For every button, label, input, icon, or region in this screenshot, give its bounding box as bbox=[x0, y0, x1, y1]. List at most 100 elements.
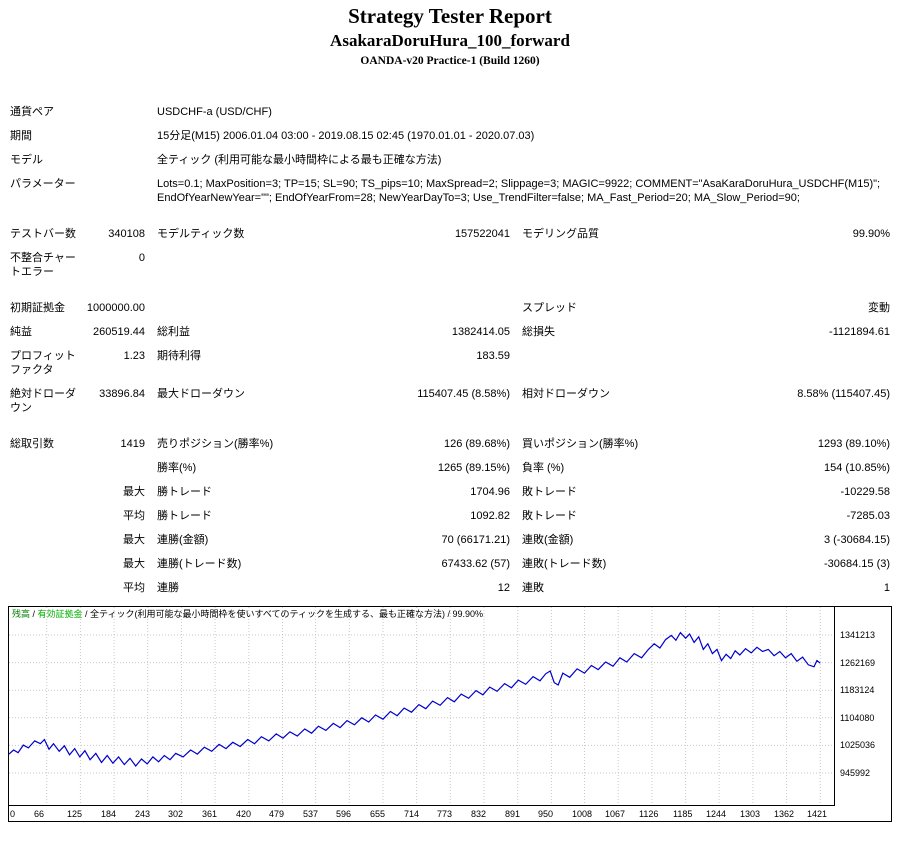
report-label: スプレッド bbox=[522, 302, 577, 314]
report-row: 純益 260519.44 総利益 1382414.05 総損失 -1121894.61 bbox=[8, 320, 892, 344]
report-value: USDCHF-a (USD/CHF) bbox=[157, 106, 272, 118]
report-label bbox=[512, 344, 712, 382]
report-value bbox=[347, 296, 512, 320]
x-axis-label: 66 bbox=[34, 809, 45, 819]
x-axis-label: 537 bbox=[303, 809, 319, 819]
report-label bbox=[8, 456, 80, 480]
x-axis-label: 1126 bbox=[639, 809, 659, 819]
x-axis-label: 773 bbox=[437, 809, 453, 819]
x-axis-label: 420 bbox=[236, 809, 252, 819]
report-row: 不整合チャートエラー 0 bbox=[8, 246, 892, 284]
spacer-cell bbox=[8, 210, 892, 222]
report-row: テストバー数 340108 モデルティック数 157522041 モデリング品質 99.9… bbox=[8, 222, 892, 246]
spacer-row bbox=[8, 210, 892, 222]
report-label: 期待利得 bbox=[157, 350, 201, 362]
report-value: 8.58% (115407.45) bbox=[797, 388, 891, 400]
report-value: 1000000.00 bbox=[86, 302, 145, 314]
report-value: 340108 bbox=[108, 228, 145, 240]
page-subtitle: AsakaraDoruHura_100_forward bbox=[330, 31, 570, 50]
x-axis-label: 1303 bbox=[740, 809, 761, 819]
report-label: 初期証拠金 bbox=[10, 302, 65, 314]
report-value: 1.23 bbox=[123, 350, 145, 362]
report-cell-empty bbox=[80, 100, 147, 124]
x-axis-label: 1185 bbox=[673, 809, 693, 819]
report-value: 183.59 bbox=[476, 350, 510, 362]
report-row: 絶対ドローダウン 33896.84 最大ドローダウン 115407.45 (8.58%… bbox=[8, 382, 892, 420]
report-label: 買いポジション(勝率%) bbox=[522, 438, 639, 450]
x-axis-label: 714 bbox=[404, 809, 420, 819]
report-value: -1121894.61 bbox=[829, 326, 891, 338]
report-row: 初期証拠金 1000000.00 スプレッド 変動 bbox=[8, 296, 892, 320]
x-axis-label: 302 bbox=[168, 809, 184, 819]
report-label: 連勝 bbox=[157, 582, 179, 594]
report-value: 154 (10.85%) bbox=[823, 462, 891, 474]
report-label: 敗トレード bbox=[522, 486, 577, 498]
x-axis-label: 184 bbox=[101, 809, 117, 819]
report-value: 最大 bbox=[123, 534, 145, 546]
report-table: 通貨ペア USDCHF-a (USD/CHF) 期間 15分足(M15) 2006.0… bbox=[8, 100, 892, 600]
x-axis-label: 832 bbox=[471, 809, 487, 819]
report-row: 最大 連勝(金額) 70 (66171.21) 連敗(金額) 3 (-30684.15) bbox=[8, 528, 892, 552]
report-value: 1704.96 bbox=[470, 486, 510, 498]
report-value: 157522041 bbox=[454, 228, 510, 240]
report-label bbox=[8, 552, 80, 576]
legend-model-note: / 全ティック(利用可能な最小時間枠を使いすべてのティックを生成する、最も正確な… bbox=[82, 609, 484, 619]
x-axis-label: 361 bbox=[202, 809, 218, 819]
report-value: 1 bbox=[883, 582, 891, 594]
report-value: 平均 bbox=[123, 510, 145, 522]
report-row: モデル 全ティック (利用可能な最小時間枠による最も正確な方法) bbox=[8, 148, 892, 172]
x-axis-label: 479 bbox=[269, 809, 285, 819]
report-row: 最大 連勝(トレード数) 67433.62 (57) 連敗(トレード数) -30684.… bbox=[8, 552, 892, 576]
report-value bbox=[347, 246, 512, 284]
report-row: 最大 勝トレード 1704.96 敗トレード -10229.58 bbox=[8, 480, 892, 504]
report-label: 売りポジション(勝率%) bbox=[157, 438, 274, 450]
report-label: 勝率(%) bbox=[157, 462, 197, 474]
y-axis-label: 945992 bbox=[840, 768, 871, 778]
report-label bbox=[8, 504, 80, 528]
report-value bbox=[712, 344, 892, 382]
balance-line bbox=[9, 631, 821, 767]
report-label bbox=[8, 576, 80, 600]
spacer-cell bbox=[8, 420, 892, 432]
report-label bbox=[147, 296, 347, 320]
report-label: パラメーター bbox=[10, 178, 76, 190]
report-value: 115407.45 (8.58%) bbox=[417, 388, 510, 400]
report-label: 連敗 bbox=[522, 582, 544, 594]
report-value: 126 (89.68%) bbox=[443, 438, 510, 450]
report-label: 勝トレード bbox=[157, 486, 212, 498]
report-body: 通貨ペア USDCHF-a (USD/CHF) 期間 15分足(M15) 2006.0… bbox=[8, 100, 892, 600]
balance-chart: 残高 / 有効証拠金 / 全ティック(利用可能な最小時間枠を使いすべてのティック… bbox=[8, 606, 892, 822]
report-value: 最大 bbox=[123, 486, 145, 498]
report-label bbox=[8, 480, 80, 504]
y-axis-label: 1341213 bbox=[840, 630, 876, 640]
report-value: 33896.84 bbox=[99, 388, 145, 400]
legend-balance: 残高 bbox=[12, 609, 31, 619]
page-title: Strategy Tester Report bbox=[348, 4, 552, 28]
report-label: 総損失 bbox=[522, 326, 555, 338]
report-label bbox=[512, 246, 712, 284]
report-row: パラメーター Lots=0.1; MaxPosition=3; TP=15; SL… bbox=[8, 172, 892, 210]
x-axis-label: 1362 bbox=[774, 809, 795, 819]
report-label: 総利益 bbox=[157, 326, 190, 338]
report-value: 1092.82 bbox=[470, 510, 510, 522]
report-cell-empty bbox=[80, 172, 147, 210]
report-row: 平均 勝トレード 1092.82 敗トレード -7285.03 bbox=[8, 504, 892, 528]
spacer-row bbox=[8, 420, 892, 432]
report-value: 全ティック (利用可能な最小時間枠による最も正確な方法) bbox=[157, 154, 442, 166]
report-value: 70 (66171.21) bbox=[441, 534, 511, 546]
x-axis-label: 243 bbox=[135, 809, 151, 819]
report-label: 勝トレード bbox=[157, 510, 212, 522]
report-label: 連敗(金額) bbox=[522, 534, 574, 546]
report-label: 敗トレード bbox=[522, 510, 577, 522]
x-axis-label: 1421 bbox=[807, 809, 828, 819]
y-axis-label: 1025036 bbox=[840, 740, 876, 750]
report-row: 期間 15分足(M15) 2006.01.04 03:00 - 2019.08.1… bbox=[8, 124, 892, 148]
x-axis-label: 950 bbox=[538, 809, 554, 819]
report-label: プロフィットファクタ bbox=[10, 350, 76, 376]
report-label: 純益 bbox=[10, 326, 32, 338]
report-label: 相対ドローダウン bbox=[522, 388, 610, 400]
report-label: 連勝(金額) bbox=[157, 534, 209, 546]
spacer-cell bbox=[8, 284, 892, 296]
y-axis-label: 1104080 bbox=[840, 713, 875, 723]
report-label: 負率 (%) bbox=[522, 462, 565, 474]
